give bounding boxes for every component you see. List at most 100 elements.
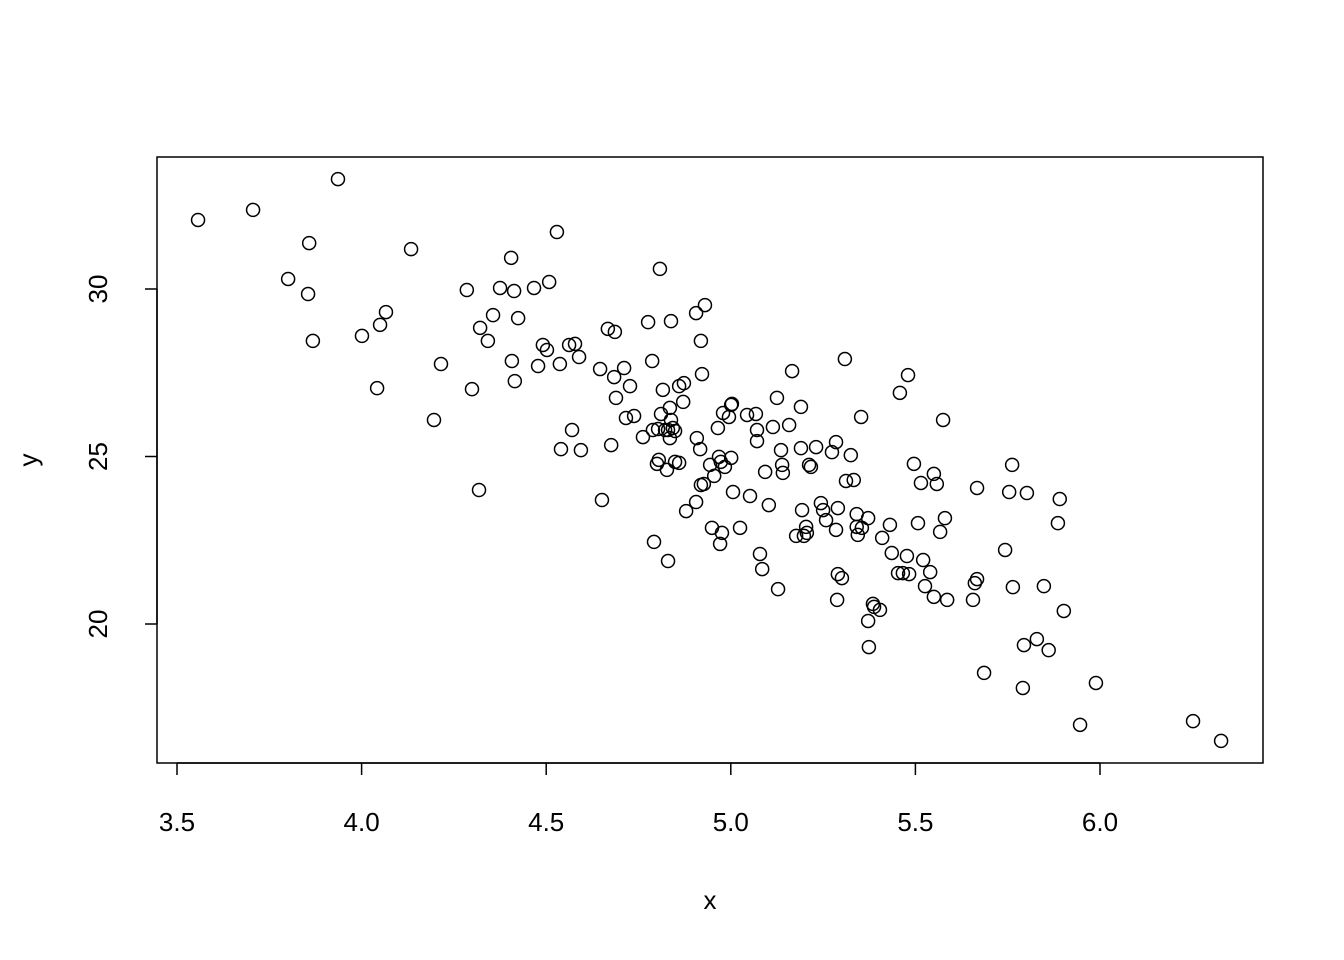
point [1072,717,1088,733]
point [694,366,710,382]
point [608,390,624,406]
point [846,472,861,488]
point [861,639,877,655]
point [793,399,809,415]
point [688,305,704,321]
point [688,494,704,510]
point [650,421,666,437]
point [754,561,770,577]
point [618,410,634,426]
point [853,409,869,425]
point [1019,485,1035,501]
point [706,468,722,484]
point [781,417,797,433]
point [828,434,844,450]
point [796,528,812,544]
point [813,495,829,511]
point [676,375,692,391]
point [901,566,917,582]
point [830,566,846,582]
point [600,321,616,337]
point [1041,642,1056,658]
point [485,307,501,323]
x-tick-label: 4.0 [344,807,380,837]
point [1016,637,1032,653]
point [843,447,859,463]
point [671,378,687,394]
y-axis-label: y [13,454,43,467]
point [739,407,755,423]
point [626,408,642,424]
point [622,378,638,394]
point [644,353,660,369]
point [1036,578,1052,594]
point [761,497,777,513]
point [748,406,764,422]
point [788,528,804,544]
x-tick-label: 5.0 [713,807,749,837]
point [1088,675,1104,691]
point [799,525,815,541]
point [752,546,768,562]
point [965,592,981,608]
point [849,519,864,535]
point [818,512,834,528]
point [926,466,942,482]
point [757,464,773,480]
point [829,592,845,608]
point [824,444,840,460]
point [725,484,741,500]
point [775,465,791,481]
x-tick-label: 6.0 [1082,807,1118,837]
point [1052,491,1068,507]
point [675,394,691,410]
point [372,317,388,333]
point [301,235,317,251]
point [801,457,817,473]
x-axis-label: x [704,885,717,915]
point [926,589,942,605]
point [713,454,729,470]
point [922,564,938,580]
point [969,480,985,496]
point [774,457,790,473]
point [773,442,789,458]
point [564,422,580,438]
point [659,462,675,478]
point [649,456,665,472]
point [697,297,713,313]
point [646,534,662,550]
point [828,522,844,538]
y-tick-label: 30 [83,275,113,304]
point [305,333,321,349]
point [662,400,678,416]
point [645,422,661,438]
point [539,342,555,358]
point [1185,713,1201,729]
point [459,282,475,298]
point [765,419,781,435]
point [535,337,551,353]
point [929,476,945,492]
point [190,212,206,228]
point [714,525,730,541]
point [300,286,316,302]
point [594,492,610,508]
point [895,565,911,581]
point [652,261,668,277]
x-tick-label: 3.5 [159,807,195,837]
point [526,280,542,296]
point [678,503,694,519]
point [872,602,888,618]
point [742,488,758,504]
point [433,356,449,372]
point [671,455,687,471]
y-tick-label: 25 [83,442,113,471]
point [830,500,846,516]
point [504,353,520,369]
point [732,520,748,536]
x-tick-label: 5.5 [897,807,933,837]
point [1056,603,1072,619]
point [815,502,831,518]
